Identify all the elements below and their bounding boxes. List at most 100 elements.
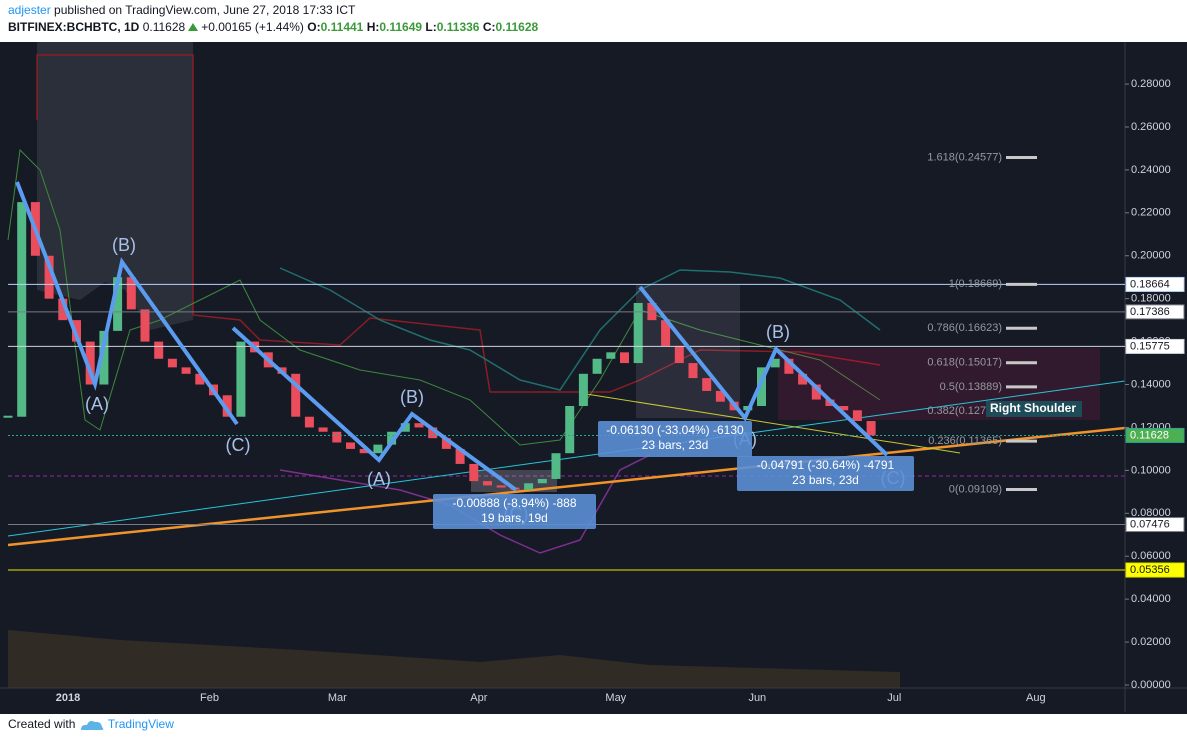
annotation-box — [986, 401, 1082, 417]
measure-text: 19 bars, 19d — [481, 511, 548, 525]
price-label: 0.15775 — [1130, 340, 1170, 352]
candle — [606, 352, 616, 359]
price-label-box — [1125, 276, 1185, 292]
up-icon — [188, 23, 199, 31]
candle — [455, 448, 465, 464]
measure-text: -0.06130 (-33.04%) -6130 — [606, 423, 744, 437]
measure-text: -0.00888 (-8.94%) -888 — [452, 496, 576, 510]
published: published on TradingView.com, June 27, 2… — [54, 3, 356, 17]
y-tick-label: 0.10000 — [1131, 464, 1171, 476]
cloud — [37, 42, 193, 330]
x-tick-label: Aug — [1026, 692, 1046, 704]
candle — [770, 358, 780, 368]
candle — [661, 320, 671, 346]
x-tick-label: Jul — [887, 692, 901, 704]
candle — [469, 463, 479, 482]
measure-text: 23 bars, 23d — [792, 473, 859, 487]
y-tick-label: 0.26000 — [1131, 121, 1171, 133]
candle — [496, 485, 506, 488]
y-tick-label: 0.14000 — [1131, 378, 1171, 390]
y-tick-label: 0.08000 — [1131, 507, 1171, 519]
author[interactable]: adjester — [8, 3, 51, 17]
candle — [784, 358, 794, 374]
candle — [715, 390, 725, 402]
fib-label: 0.5(0.13889) — [940, 381, 1002, 393]
candle — [578, 373, 588, 406]
candle — [167, 358, 177, 368]
band-purple — [279, 454, 651, 554]
candle — [85, 341, 95, 385]
candle — [154, 341, 164, 359]
candle — [757, 367, 766, 406]
candle — [524, 483, 534, 490]
candle — [839, 405, 849, 411]
measure-box — [433, 494, 596, 529]
x-tick-label: Jun — [748, 692, 766, 704]
y-tick-label: 0.02000 — [1131, 636, 1171, 648]
candle — [113, 277, 123, 331]
wave-label: (B) — [766, 322, 790, 342]
price-label: 0.07476 — [1130, 518, 1170, 530]
ohlc-value: 0.11441 — [320, 20, 364, 34]
y-tick-label: 0.06000 — [1131, 550, 1171, 562]
header: adjester published on TradingView.com, J… — [8, 2, 538, 36]
y-tick-label: 0.18000 — [1131, 293, 1171, 305]
candle — [633, 302, 643, 364]
ohlc-label: O: — [307, 20, 321, 34]
ohlc-value: 0.11336 — [436, 20, 480, 34]
wave-label: (A) — [85, 394, 109, 414]
candle — [373, 444, 383, 454]
price-label-box — [1125, 338, 1185, 354]
trend-line — [7, 380, 1126, 537]
candle — [222, 395, 232, 417]
fib-label: 0(0.09109) — [949, 483, 1002, 495]
y-tick-label: 0.24000 — [1131, 164, 1171, 176]
brand[interactable]: TradingView — [107, 717, 174, 731]
candle — [304, 416, 314, 428]
logo — [80, 720, 104, 730]
candle — [17, 202, 27, 417]
candle — [44, 255, 54, 299]
ohlc-label: L: — [425, 20, 437, 34]
candle — [620, 352, 629, 364]
candle — [126, 277, 136, 310]
candle — [332, 431, 342, 443]
wave-label: (A) — [367, 469, 391, 489]
overlays: 0.18664 0.17386 0.15775 0.11628 0.07476 0.053… — [85, 151, 1185, 578]
candle — [537, 478, 547, 484]
price-label-box — [1125, 562, 1185, 578]
ohlc-label: C: — [482, 20, 496, 34]
price-label: 0.18664 — [1130, 278, 1170, 290]
band-green — [7, 148, 881, 446]
measure-text: -0.04791 (-30.64%) -4791 — [757, 458, 895, 472]
logo-shape — [80, 720, 104, 730]
footer: Created with TradingView — [8, 717, 174, 732]
fib-label: 0.236(0.11365) — [928, 435, 1002, 447]
y-tick-label: 0.28000 — [1131, 78, 1171, 90]
annotation: Right Shoulder — [990, 401, 1076, 415]
candle — [483, 481, 492, 486]
fib-label: 0.618(0.15017) — [927, 357, 1002, 369]
price-label-box — [1125, 304, 1185, 320]
price-label: 0.11628 — [1130, 429, 1169, 441]
candle — [236, 341, 246, 417]
wave-label: (C) — [226, 435, 251, 455]
y-tick-label: 0.00000 — [1131, 679, 1171, 691]
price-label: 0.17386 — [1130, 306, 1170, 318]
fib-label: 0.382(0.12761) — [927, 405, 1002, 417]
measure-box — [737, 456, 914, 491]
candle — [674, 345, 684, 364]
candle — [428, 427, 438, 439]
measure-text: 23 bars, 23d — [642, 438, 709, 452]
x-tick-label: Apr — [470, 692, 487, 704]
wave — [231, 326, 518, 492]
price-label-box — [1125, 517, 1185, 533]
fib-label: 1.618(0.24577) — [927, 151, 1002, 163]
candle — [565, 405, 575, 454]
wave — [638, 285, 889, 457]
symbol: BITFINEX:BCHBTC, 1D — [8, 20, 140, 34]
y-tick-label: 0.22000 — [1131, 207, 1171, 219]
x-tick-label: Feb — [200, 692, 219, 704]
ohlc-value: 0.11649 — [379, 20, 423, 34]
price-label-box — [1125, 427, 1185, 443]
